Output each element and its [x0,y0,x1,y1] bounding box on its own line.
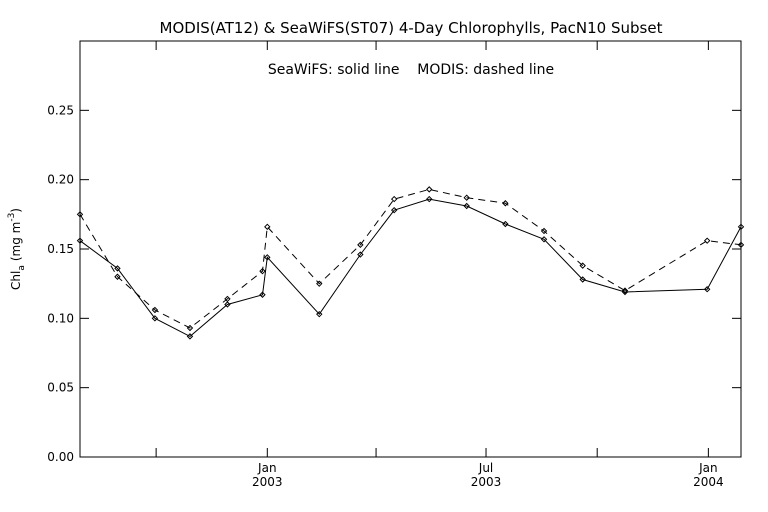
data-point-seawifs [151,315,159,322]
plot-frame [79,40,742,458]
series-line-modis [79,188,742,329]
ylabel-base: Chl [9,271,23,290]
data-point-seawifs [114,265,121,272]
x-tick-month-label: Jul [478,461,493,475]
x-tick-month-label: Jan [698,461,718,475]
data-point-modis [357,241,364,249]
data-point-seawifs [703,286,711,293]
data-point-modis [186,324,194,332]
data-point-modis [502,200,509,207]
data-point-seawifs [579,276,586,283]
data-point-modis [390,195,398,203]
data-point-modis [151,306,159,314]
data-point-modis [259,267,266,275]
data-point-modis [621,287,629,294]
data-point-seawifs [264,254,271,261]
ylabel-units-open: (mg m [9,222,23,262]
data-point-seawifs [426,195,433,203]
data-point-seawifs [390,206,398,214]
data-point-seawifs [357,251,364,258]
chart-title: MODIS(AT12) & SeaWiFS(ST07) 4-Day Chloro… [160,19,663,37]
y-tick-label: 0.00 [47,450,74,464]
data-point-modis [224,295,231,303]
data-point-seawifs [737,223,745,231]
chart-annotation: SeaWiFS: solid line MODIS: dashed line [268,62,554,78]
data-point-seawifs [259,291,266,298]
data-point-seawifs [463,202,470,210]
y-axis: 0.00 0.05 0.10 0.15 0.20 0.25 [47,103,741,464]
data-point-modis [76,211,84,218]
x-tick-year-label: 2003 [471,475,502,489]
data-point-modis [114,273,121,280]
data-point-seawifs [540,236,548,243]
y-axis-label: Chla (mg m-3) [7,208,27,290]
y-tick-label: 0.20 [47,173,74,187]
ylabel-units-close: ) [9,208,23,213]
data-point-modis [540,227,548,235]
data-point-seawifs [186,333,194,340]
data-point-modis [579,262,586,269]
x-tick-year-label: 2003 [252,475,283,489]
data-point-seawifs [224,301,231,308]
ylabel-sub: a [17,265,27,271]
data-point-seawifs [316,310,323,318]
data-point-seawifs [76,237,84,244]
y-tick-label: 0.15 [47,242,74,256]
y-tick-label: 0.25 [47,103,74,117]
y-tick-label: 0.05 [47,381,74,395]
x-tick-month-label: Jan [257,461,277,475]
data-point-modis [463,194,470,201]
data-point-modis [703,237,711,244]
data-point-modis [316,280,323,287]
x-tick-year-label: 2004 [693,475,724,489]
data-point-modis [426,186,433,193]
data-point-modis [737,241,745,249]
data-point-seawifs [502,220,509,228]
series-layer [76,186,745,340]
data-point-modis [264,223,271,231]
y-tick-label: 0.10 [47,311,74,325]
ylabel-sup: -3 [7,213,17,222]
series-line-seawifs [79,198,742,337]
